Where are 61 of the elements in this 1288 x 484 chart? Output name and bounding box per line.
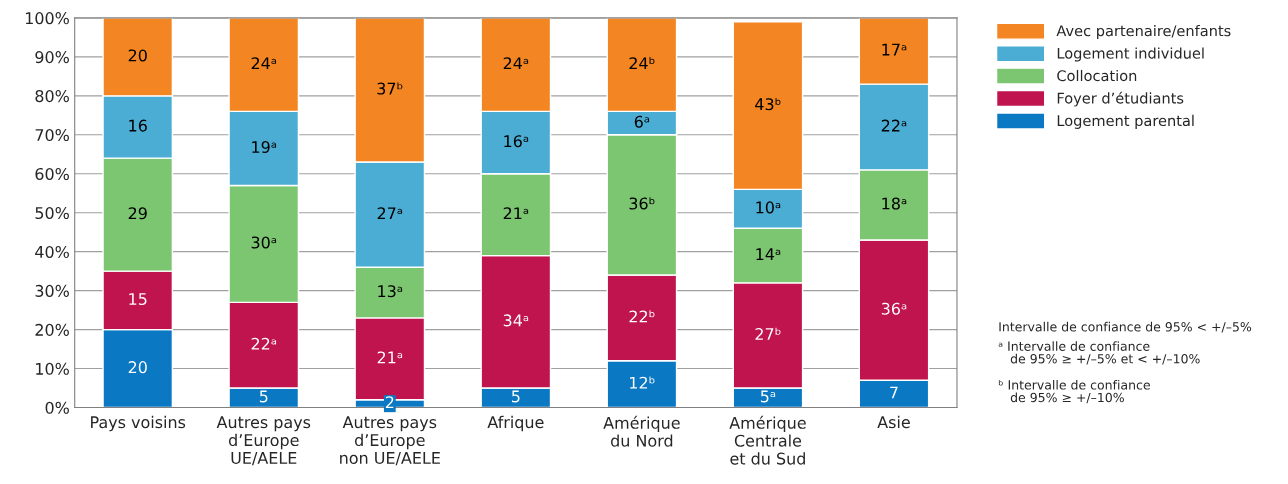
data-label: 12ᵇ — [630, 376, 655, 389]
data-label: 22ᵃ — [881, 119, 907, 132]
y-tick-label: 90% — [35, 51, 69, 64]
data-label: 13ᵃ — [378, 285, 403, 298]
y-tick-label: 0% — [45, 401, 69, 414]
data-label: 30ᵃ — [251, 236, 277, 249]
data-label: 29 — [128, 207, 147, 220]
data-label: 24ᵃ — [503, 57, 529, 70]
legend-label: Logement individuel — [1057, 47, 1204, 62]
x-tick-label: Pays voisins — [91, 415, 186, 432]
x-tick-label: Autres pays d’Europe UE/AELE — [216, 416, 311, 466]
data-label: 34ᵃ — [503, 314, 529, 327]
data-label: 18ᵃ — [882, 197, 907, 210]
legend-label: Avec partenaire/enfants — [1056, 24, 1231, 40]
data-label: 16ᵃ — [504, 135, 529, 148]
legend-label: Logement parental — [1057, 114, 1194, 129]
data-label: 24ᵇ — [629, 57, 655, 70]
data-label: 20 — [128, 361, 147, 374]
data-label: 27ᵃ — [377, 207, 403, 220]
data-label: 21ᵃ — [377, 351, 403, 364]
y-tick-label: 50% — [35, 206, 69, 220]
data-label: 17ᵃ — [882, 43, 907, 56]
data-label: 22ᵃ — [251, 337, 277, 350]
data-label: 36ᵃ — [881, 302, 907, 315]
data-label: 14ᵃ — [756, 248, 781, 260]
data-label: 15 — [129, 293, 147, 306]
y-tick-label: 70% — [35, 129, 69, 142]
data-label: 10ᵃ — [756, 201, 781, 214]
data-label: 22ᵇ — [629, 310, 655, 323]
data-label: 37ᵇ — [377, 82, 403, 95]
data-label: 2 — [385, 396, 394, 409]
y-tick-label: 30% — [35, 284, 69, 297]
data-label: 19ᵃ — [252, 140, 277, 154]
x-tick-label: Afrique — [487, 415, 544, 432]
x-tick-label: Asie — [877, 415, 910, 429]
y-tick-label: 20% — [35, 323, 69, 336]
text: Intervalle de confiance de 95% < +/–5% — [999, 321, 1252, 333]
legend-label: Collocation — [1057, 69, 1137, 82]
y-tick-label: 60% — [35, 167, 69, 181]
x-tick-label: Amérique Centrale et du Sud — [729, 415, 806, 465]
x-tick-label: Autres pays d’Europe non UE/AELE — [340, 416, 440, 466]
data-label: 5 — [259, 390, 268, 403]
y-tick-label: 80% — [35, 90, 69, 103]
data-label: 20 — [128, 49, 147, 62]
text: ᵃ Intervalle de confiance de 95% ≥ +/–5% et < +/–10% — [998, 341, 1200, 365]
data-label: 5ᵃ — [760, 390, 776, 403]
data-label: 43ᵇ — [755, 97, 781, 111]
data-label: 36ᵇ — [629, 197, 655, 210]
data-label: 7 — [890, 386, 898, 399]
data-label: 24ᵃ — [251, 57, 277, 70]
data-label: 16 — [129, 119, 147, 132]
y-tick-label: 100% — [25, 12, 69, 25]
x-tick-label: Amérique du Nord — [603, 415, 680, 447]
data-label: 21ᵃ — [503, 207, 529, 220]
data-label: 5 — [512, 390, 520, 403]
y-tick-label: 10% — [36, 362, 69, 375]
legend-label: Foyer d’étudiants — [1057, 91, 1184, 107]
text: ᵇ Intervalle de confiance de 95% ≥ +/–10% — [998, 379, 1150, 404]
y-tick-label: 40% — [35, 245, 69, 258]
data-label: 27ᵇ — [755, 327, 781, 340]
data-label: 6ᵃ — [634, 115, 650, 128]
